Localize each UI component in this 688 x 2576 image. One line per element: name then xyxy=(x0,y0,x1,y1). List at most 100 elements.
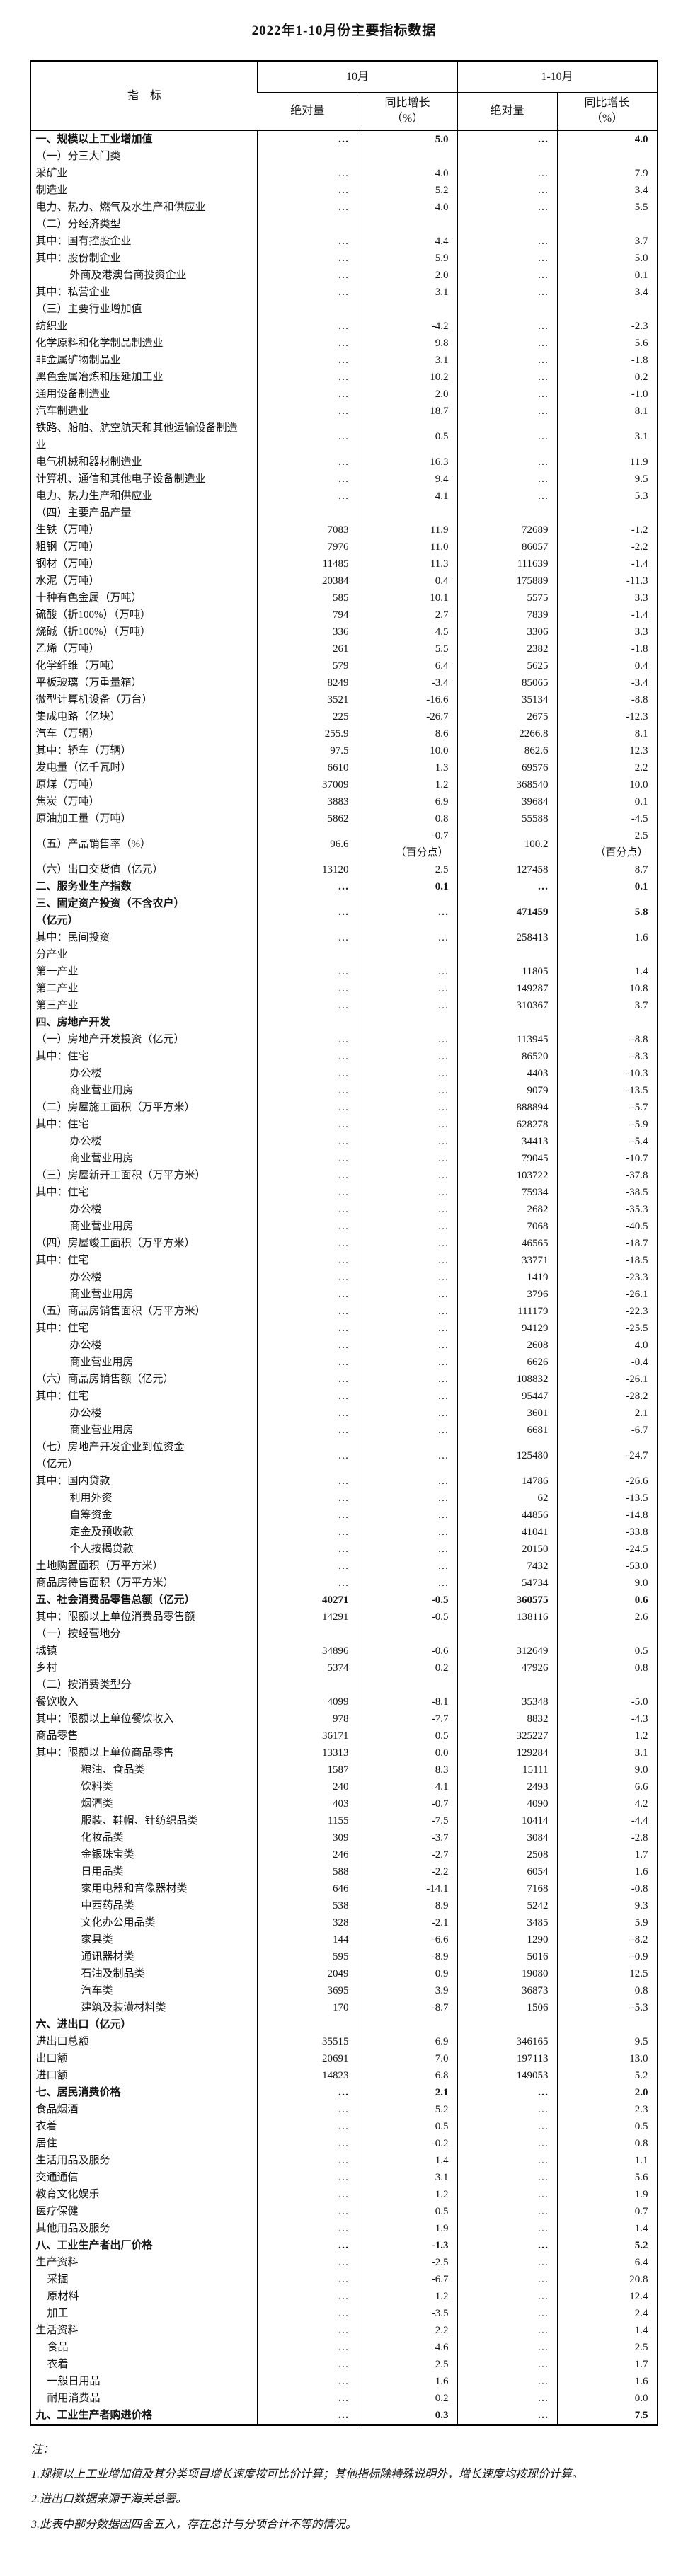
value-cell xyxy=(556,301,657,318)
value-cell: 125480 xyxy=(457,1439,557,1473)
value-cell: 0.0 xyxy=(556,2390,657,2407)
table-row: 其中：住宅…… 95447 -28.2 xyxy=(31,1388,657,1405)
indicator-label: 乙烯（万吨） xyxy=(35,643,100,655)
value-cell: 7432 xyxy=(457,1558,557,1575)
value-cell: … xyxy=(257,980,357,997)
value-cell: 13313 xyxy=(257,1744,357,1761)
value-cell: 13.0 xyxy=(556,2050,657,2067)
value-cell: 4.6 xyxy=(357,2339,457,2356)
value-cell: … xyxy=(257,1439,357,1473)
indicator-label: 外商及港澳台商投资企业 xyxy=(69,270,187,281)
value-cell: 240 xyxy=(257,1778,357,1795)
value-cell: 11.9 xyxy=(357,522,457,539)
indicator-label: 原油加工量（万吨） xyxy=(35,813,132,824)
value-cell: … xyxy=(357,1286,457,1303)
indicator-label: 日用品类 xyxy=(81,1866,124,1878)
table-row: 商业营业用房…… 79045 -10.7 xyxy=(31,1150,657,1167)
table-row: 商品零售 36171 0.5 325227 1.2 xyxy=(31,1727,657,1744)
indicator-label: （三）主要行业增加值 xyxy=(35,304,142,315)
value-cell: … xyxy=(457,2101,557,2118)
value-cell: 0.1 xyxy=(556,793,657,810)
value-cell: 2.3 xyxy=(556,2101,657,2118)
table-row: 办公楼…… 2682 -35.3 xyxy=(31,1201,657,1218)
indicator-label: 商业营业用房 xyxy=(69,1221,134,1232)
indicator-label: 其中：住宅 xyxy=(35,1187,89,1198)
value-cell: … xyxy=(457,2271,557,2288)
indicator-label: 汽车（万辆） xyxy=(35,728,100,740)
table-row: 家用电器和音像器材类 646 -14.1 7168 -0.8 xyxy=(31,1880,657,1897)
indicator-label: 生活用品及服务 xyxy=(35,2155,110,2166)
value-cell: 4.1 xyxy=(357,1778,457,1795)
value-cell: 309 xyxy=(257,1829,357,1846)
value-cell: … xyxy=(357,1031,457,1048)
value-cell: -5.0 xyxy=(556,1694,657,1710)
table-row: （二）房屋施工面积（万平方米）…… 888894 -5.7 xyxy=(31,1099,657,1116)
value-cell: 1.4 xyxy=(556,2322,657,2339)
value-cell: 3.3 xyxy=(556,590,657,606)
indicator-label: 纺织业 xyxy=(35,321,68,332)
table-row: 利用外资…… 62 -13.5 xyxy=(31,1490,657,1507)
value-cell: -26.7 xyxy=(357,708,457,725)
value-cell: 55588 xyxy=(457,810,557,827)
value-cell: … xyxy=(357,895,457,929)
table-row: （六）商品房销售额（亿元）…… 108832 -26.1 xyxy=(31,1371,657,1388)
value-cell: 1.2 xyxy=(556,1727,657,1744)
value-cell: 0.7 xyxy=(556,2203,657,2220)
value-cell xyxy=(257,216,357,233)
value-cell: … xyxy=(257,471,357,488)
value-cell xyxy=(257,1626,357,1643)
value-cell xyxy=(357,148,457,165)
value-cell xyxy=(357,505,457,522)
table-row: 汽车制造业… 18.7… 8.1 xyxy=(31,403,657,420)
indicator-label: 生产资料 xyxy=(35,2257,79,2268)
value-cell: … xyxy=(257,2186,357,2203)
value-cell: 4.1 xyxy=(357,488,457,505)
table-row: 采掘… -6.7… 20.8 xyxy=(31,2271,657,2288)
table-row: 生铁（万吨） 7083 11.9 72689 -1.2 xyxy=(31,522,657,539)
table-row: 其中：限额以上单位餐饮收入 978 -7.7 8832 -4.3 xyxy=(31,1710,657,1727)
value-cell: … xyxy=(257,1218,357,1235)
value-cell: … xyxy=(257,1184,357,1201)
value-cell: … xyxy=(257,1133,357,1150)
value-cell: … xyxy=(457,199,557,216)
table-row: （四）主要产品产量 xyxy=(31,505,657,522)
table-row: 家具类 144 -6.6 1290 -8.2 xyxy=(31,1931,657,1948)
value-cell: … xyxy=(457,2118,557,2135)
value-cell: 2.4 xyxy=(556,2305,657,2322)
value-cell: 255.9 xyxy=(257,725,357,742)
value-cell: 34413 xyxy=(457,1133,557,1150)
value-cell: 46565 xyxy=(457,1235,557,1252)
value-cell: -28.2 xyxy=(556,1388,657,1405)
table-row: 办公楼…… 1419 -23.3 xyxy=(31,1269,657,1286)
col-header-indicator: 指 标 xyxy=(30,61,258,131)
value-cell: … xyxy=(257,1065,357,1082)
value-cell: 0.4 xyxy=(357,573,457,590)
value-cell: 0.1 xyxy=(556,267,657,284)
value-cell: 144 xyxy=(257,1931,357,1948)
value-cell xyxy=(257,148,357,165)
value-cell: … xyxy=(257,1524,357,1541)
value-cell: 11.9 xyxy=(556,454,657,471)
indicator-label: 其中：轿车（万辆） xyxy=(35,745,132,757)
value-cell: … xyxy=(357,1422,457,1439)
indicator-label: 其中：私营企业 xyxy=(35,287,110,298)
value-cell: -23.3 xyxy=(556,1269,657,1286)
table-row: 六、进出口（亿元） xyxy=(31,2016,657,2033)
value-cell: 5.2 xyxy=(357,2101,457,2118)
value-cell: -1.8 xyxy=(556,352,657,369)
value-cell xyxy=(457,148,557,165)
value-cell: 3601 xyxy=(457,1405,557,1422)
value-cell: -5.7 xyxy=(556,1099,657,1116)
table-row: 生活资料… 2.2… 1.4 xyxy=(31,2322,657,2339)
value-cell: 5.5 xyxy=(357,640,457,657)
value-cell: 1.6 xyxy=(556,2373,657,2390)
value-cell: -26.1 xyxy=(556,1286,657,1303)
value-cell: … xyxy=(357,1439,457,1473)
value-cell: … xyxy=(257,1235,357,1252)
value-cell: 6.9 xyxy=(357,793,457,810)
col-header-absolute-janoct: 绝对量 xyxy=(457,92,557,131)
indicator-label: 其中：国内贷款 xyxy=(35,1476,110,1487)
value-cell: … xyxy=(257,1303,357,1320)
value-cell: 40271 xyxy=(257,1592,357,1609)
indicator-label: 化学纤维（万吨） xyxy=(35,660,121,672)
